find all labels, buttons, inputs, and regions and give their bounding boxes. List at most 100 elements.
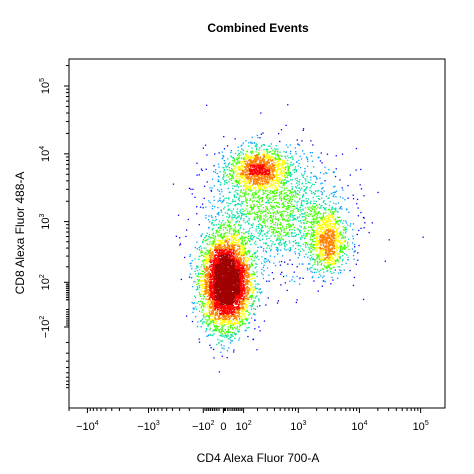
event-point [315,240,317,243]
event-point [221,241,223,243]
event-point [339,251,342,253]
event-point [198,255,200,258]
event-point [209,252,211,254]
event-point [220,323,222,326]
event-point [248,327,250,329]
event-point [239,175,241,177]
event-point [208,301,211,304]
event-point [256,275,258,278]
event-point [339,231,341,233]
event-point [312,246,314,248]
event-point [262,153,264,156]
event-point [255,283,257,286]
event-point [277,248,279,250]
event-point [234,317,237,320]
event-point [224,318,226,320]
event-point [280,171,283,173]
event-point [239,166,241,168]
event-point [269,255,271,257]
event-point [305,228,307,230]
event-point [317,212,319,214]
event-point [264,183,266,185]
event-point [275,178,277,181]
event-point [220,335,222,337]
event-point [188,276,191,278]
event-point [336,232,338,234]
event-point [341,235,343,237]
event-point [284,155,286,157]
event-point [251,304,253,306]
event-point [318,247,320,249]
event-point [316,236,318,238]
event-point [219,227,221,229]
event-point [261,225,264,227]
event-point [202,147,204,149]
event-point [337,259,339,261]
event-point [244,243,247,246]
event-point [239,326,241,328]
event-point [277,154,279,156]
event-point [343,240,346,242]
event-point [201,290,204,293]
event-point [343,229,346,231]
event-point [274,198,276,200]
event-point [276,239,278,241]
event-point [263,260,265,262]
event-point [262,190,265,192]
event-point [230,322,232,324]
event-point [267,176,269,179]
event-point [277,169,279,171]
event-point [243,173,245,175]
event-point [259,291,261,293]
event-point [277,223,279,225]
event-point [226,197,228,199]
event-point [229,221,231,223]
event-point [277,227,279,229]
event-point [273,179,276,182]
event-point [223,235,225,238]
event-point [289,229,291,231]
event-point [219,317,221,319]
event-point [272,183,275,185]
event-point [259,147,261,149]
event-point [223,155,225,158]
event-point [201,286,204,288]
event-point [278,178,281,181]
event-point [209,305,211,307]
event-point [310,226,312,229]
event-point [218,247,220,250]
event-point [300,203,303,205]
event-point [316,204,318,206]
event-point [251,254,254,256]
event-point [265,304,267,306]
event-point [244,247,246,250]
event-point [213,305,215,307]
event-point [236,212,239,214]
event-point [224,321,226,323]
event-point [247,308,249,310]
event-point [272,165,274,167]
event-point [320,217,322,219]
event-point [218,317,220,320]
event-point [238,231,240,234]
event-point [311,239,313,241]
event-point [322,240,324,242]
event-point [218,371,221,373]
event-point [245,279,247,282]
event-point [196,308,198,310]
event-point [254,216,256,218]
event-point [334,251,337,253]
event-point [220,328,222,330]
event-point [247,181,249,183]
event-point [316,229,319,232]
event-point [205,274,207,276]
event-point [266,215,268,217]
event-point [291,209,293,212]
event-point [190,277,193,279]
event-point [333,215,335,217]
event-point [238,245,240,247]
event-point [263,192,266,194]
event-point [273,192,275,194]
event-point [243,315,246,317]
event-point [352,255,355,257]
